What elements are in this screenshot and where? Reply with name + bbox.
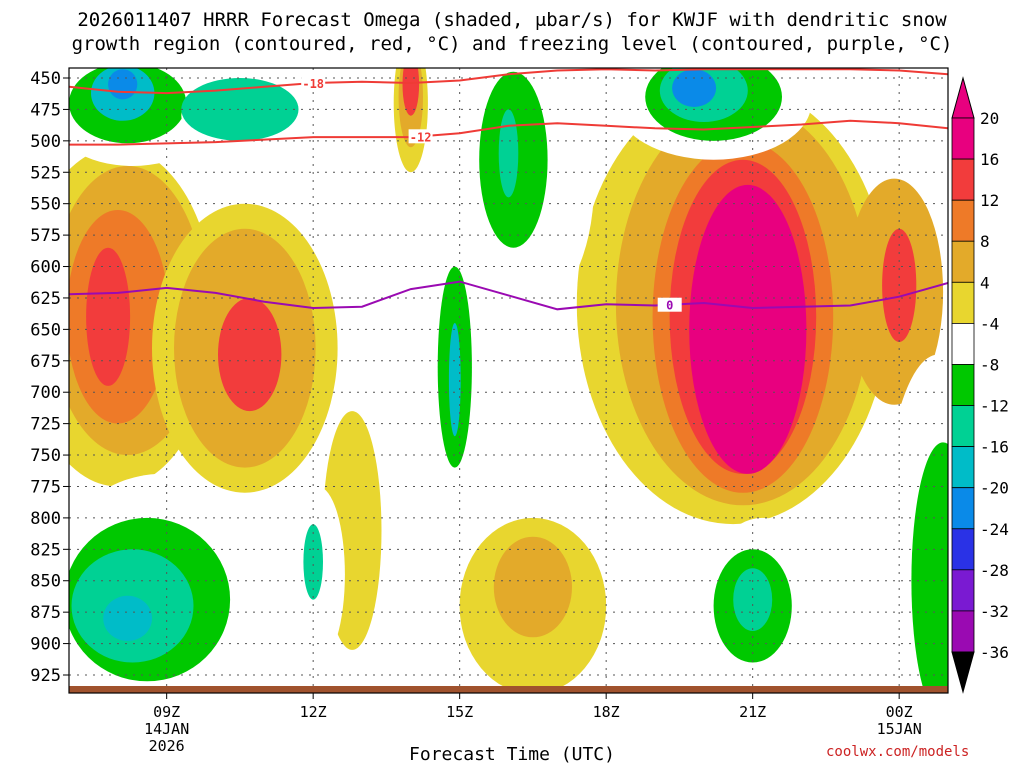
colorbar-label: 20 xyxy=(980,109,999,128)
y-tick-label: 525 xyxy=(30,163,61,183)
y-tick-label: 875 xyxy=(30,603,61,623)
colorbar-label: 16 xyxy=(980,150,999,169)
colorbar-segment xyxy=(951,405,975,447)
y-tick-label: 650 xyxy=(30,320,61,340)
x-tick-date: 15JAN xyxy=(877,720,922,738)
colorbar-label: -28 xyxy=(980,561,1009,580)
y-tick-label: 625 xyxy=(30,289,61,309)
ground-surface xyxy=(69,686,948,693)
omega-ascent-left xyxy=(218,297,282,412)
colorbar-segment xyxy=(951,446,975,489)
x-axis-title: Forecast Time (UTC) xyxy=(409,744,615,765)
colorbar-segment xyxy=(951,240,975,283)
y-tick-label: 750 xyxy=(30,446,61,466)
colorbar-label: 12 xyxy=(980,191,999,210)
colorbar-label: -8 xyxy=(980,356,999,375)
colorbar-segment xyxy=(951,158,975,201)
colorbar-segment xyxy=(951,199,975,242)
y-tick-label: 800 xyxy=(30,509,61,529)
contour-label: 0 xyxy=(666,299,673,313)
omega-descent-mid xyxy=(448,323,461,437)
contour-label: -18 xyxy=(302,77,324,91)
y-tick-label: 675 xyxy=(30,352,61,372)
y-axis: 450 475 500 525 550 575 600 625 650 675 700 725 750 7… xyxy=(30,69,69,686)
contour-0 xyxy=(69,280,948,311)
y-tick-label: 500 xyxy=(30,132,61,152)
x-tick-label: 12Z xyxy=(300,703,327,721)
x-tick-label: 15Z xyxy=(446,703,473,721)
x-tick-year: 2026 xyxy=(149,737,185,755)
y-tick-label: 450 xyxy=(30,69,61,89)
omega-ascent-low xyxy=(493,536,572,638)
omega-descent-low-right xyxy=(733,568,773,631)
y-tick-label: 725 xyxy=(30,415,61,435)
y-tick-label: 900 xyxy=(30,635,61,655)
omega-ascent-left xyxy=(86,247,131,386)
y-tick-label: 700 xyxy=(30,383,61,403)
omega-descent-upper-right xyxy=(672,69,717,107)
y-tick-label: 850 xyxy=(30,572,61,592)
omega-descent-upper-left xyxy=(108,69,138,100)
y-tick-label: 475 xyxy=(30,100,61,120)
omega-descent-low-right xyxy=(911,442,948,693)
colorbar: 20 16 12 8 4 -4 -8 -12 -16 -20 -24 -28 -32 -36 xyxy=(951,76,1009,694)
x-tick-label: 09Z xyxy=(153,703,180,721)
omega-descent-mid xyxy=(498,109,519,198)
omega-descent-upper-left xyxy=(181,78,299,141)
colorbar-segment xyxy=(951,569,975,612)
contour-label: -12 xyxy=(410,130,432,144)
y-tick-label: 925 xyxy=(30,666,61,686)
colorbar-segment xyxy=(951,610,975,653)
omega-ascent-upper xyxy=(402,68,420,116)
grid-lines xyxy=(69,68,948,693)
contour--18 xyxy=(69,68,948,95)
contour-label-bg xyxy=(301,76,326,90)
colorbar-segment xyxy=(951,364,975,406)
omega-descent-low-left xyxy=(103,595,152,642)
colorbar-label: -32 xyxy=(980,602,1009,621)
colorbar-arrow-top xyxy=(951,76,975,119)
credit-text: coolwx.com/models xyxy=(826,744,970,760)
x-tick-date: 14JAN xyxy=(144,720,189,738)
x-tick-label: 18Z xyxy=(593,703,620,721)
colorbar-label: 8 xyxy=(980,232,990,251)
omega-descent-upper-right xyxy=(821,68,948,135)
contour--12 xyxy=(69,119,948,146)
colorbar-segment xyxy=(951,281,975,324)
contour-label-bg xyxy=(408,129,433,144)
y-tick-label: 600 xyxy=(30,258,61,278)
y-tick-label: 575 xyxy=(30,226,61,246)
colorbar-label: -4 xyxy=(980,314,999,333)
x-tick-label: 21Z xyxy=(739,703,766,721)
chart-title-line2: growth region (contoured, red, °C) and f… xyxy=(71,33,953,55)
plot-frame xyxy=(68,67,949,694)
colorbar-label: 4 xyxy=(980,273,990,292)
colorbar-label: -20 xyxy=(980,479,1009,498)
colorbar-label: -16 xyxy=(980,438,1009,457)
omega-descent-low-right xyxy=(602,534,611,590)
colorbar-label: -36 xyxy=(980,643,1009,662)
colorbar-segment xyxy=(951,487,975,530)
colorbar-segment xyxy=(951,117,975,160)
omega-ascent-right xyxy=(689,184,807,474)
contour-lines: -18 -12 0 xyxy=(69,68,948,313)
colorbar-segment xyxy=(951,322,975,365)
chart-title-line1: 2026011407 HRRR Forecast Omega (shaded, … xyxy=(77,9,947,31)
colorbar-arrow-bottom xyxy=(951,651,975,694)
contour-label-bg xyxy=(657,297,682,312)
x-tick-label: 00Z xyxy=(886,703,913,721)
y-tick-label: 825 xyxy=(30,540,61,560)
y-tick-label: 775 xyxy=(30,477,61,497)
colorbar-label: -12 xyxy=(980,397,1009,416)
colorbar-label: -24 xyxy=(980,520,1009,539)
y-tick-label: 550 xyxy=(30,195,61,215)
colorbar-segment xyxy=(951,528,975,571)
